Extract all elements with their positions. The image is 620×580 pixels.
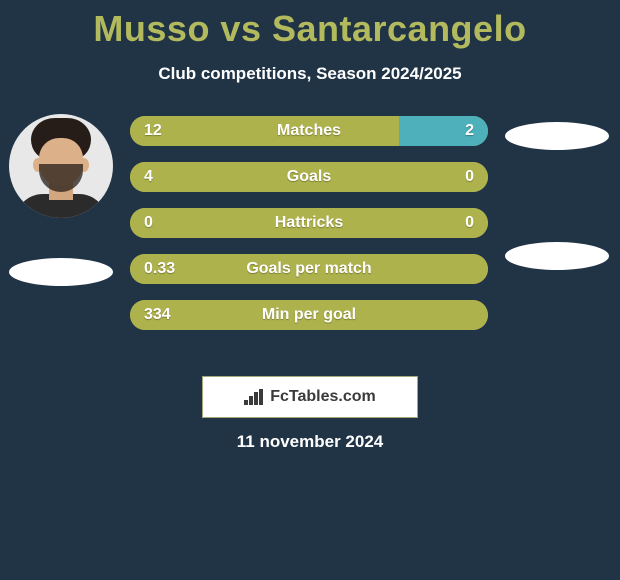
stat-metric-label: Goals per match xyxy=(130,254,488,284)
stat-rows: 122Matches 40Goals 00Hattricks 0.33Goals pe… xyxy=(130,116,488,346)
stat-metric-label: Hattricks xyxy=(130,208,488,238)
stat-row: 00Hattricks xyxy=(130,208,488,238)
stat-row: 40Goals xyxy=(130,162,488,192)
attribution-badge: FcTables.com xyxy=(202,376,418,418)
attribution-text: FcTables.com xyxy=(270,388,376,406)
subtitle: Club competitions, Season 2024/2025 xyxy=(0,64,620,84)
player-right xyxy=(502,114,612,270)
date-text: 11 november 2024 xyxy=(0,432,620,452)
player-right-badge-placeholder xyxy=(505,242,609,270)
stat-metric-label: Goals xyxy=(130,162,488,192)
player-left-badge-placeholder xyxy=(9,258,113,286)
page-title: Musso vs Santarcangelo xyxy=(0,0,620,50)
stat-row: 0.33Goals per match xyxy=(130,254,488,284)
comparison-chart: 122Matches 40Goals 00Hattricks 0.33Goals pe… xyxy=(0,116,620,366)
stat-metric-label: Matches xyxy=(130,116,488,146)
stat-row: 122Matches xyxy=(130,116,488,146)
bar-chart-icon xyxy=(244,389,264,405)
stat-row: 334Min per goal xyxy=(130,300,488,330)
stat-metric-label: Min per goal xyxy=(130,300,488,330)
player-left xyxy=(6,114,116,286)
player-right-avatar-placeholder xyxy=(505,122,609,150)
player-left-avatar xyxy=(9,114,113,218)
